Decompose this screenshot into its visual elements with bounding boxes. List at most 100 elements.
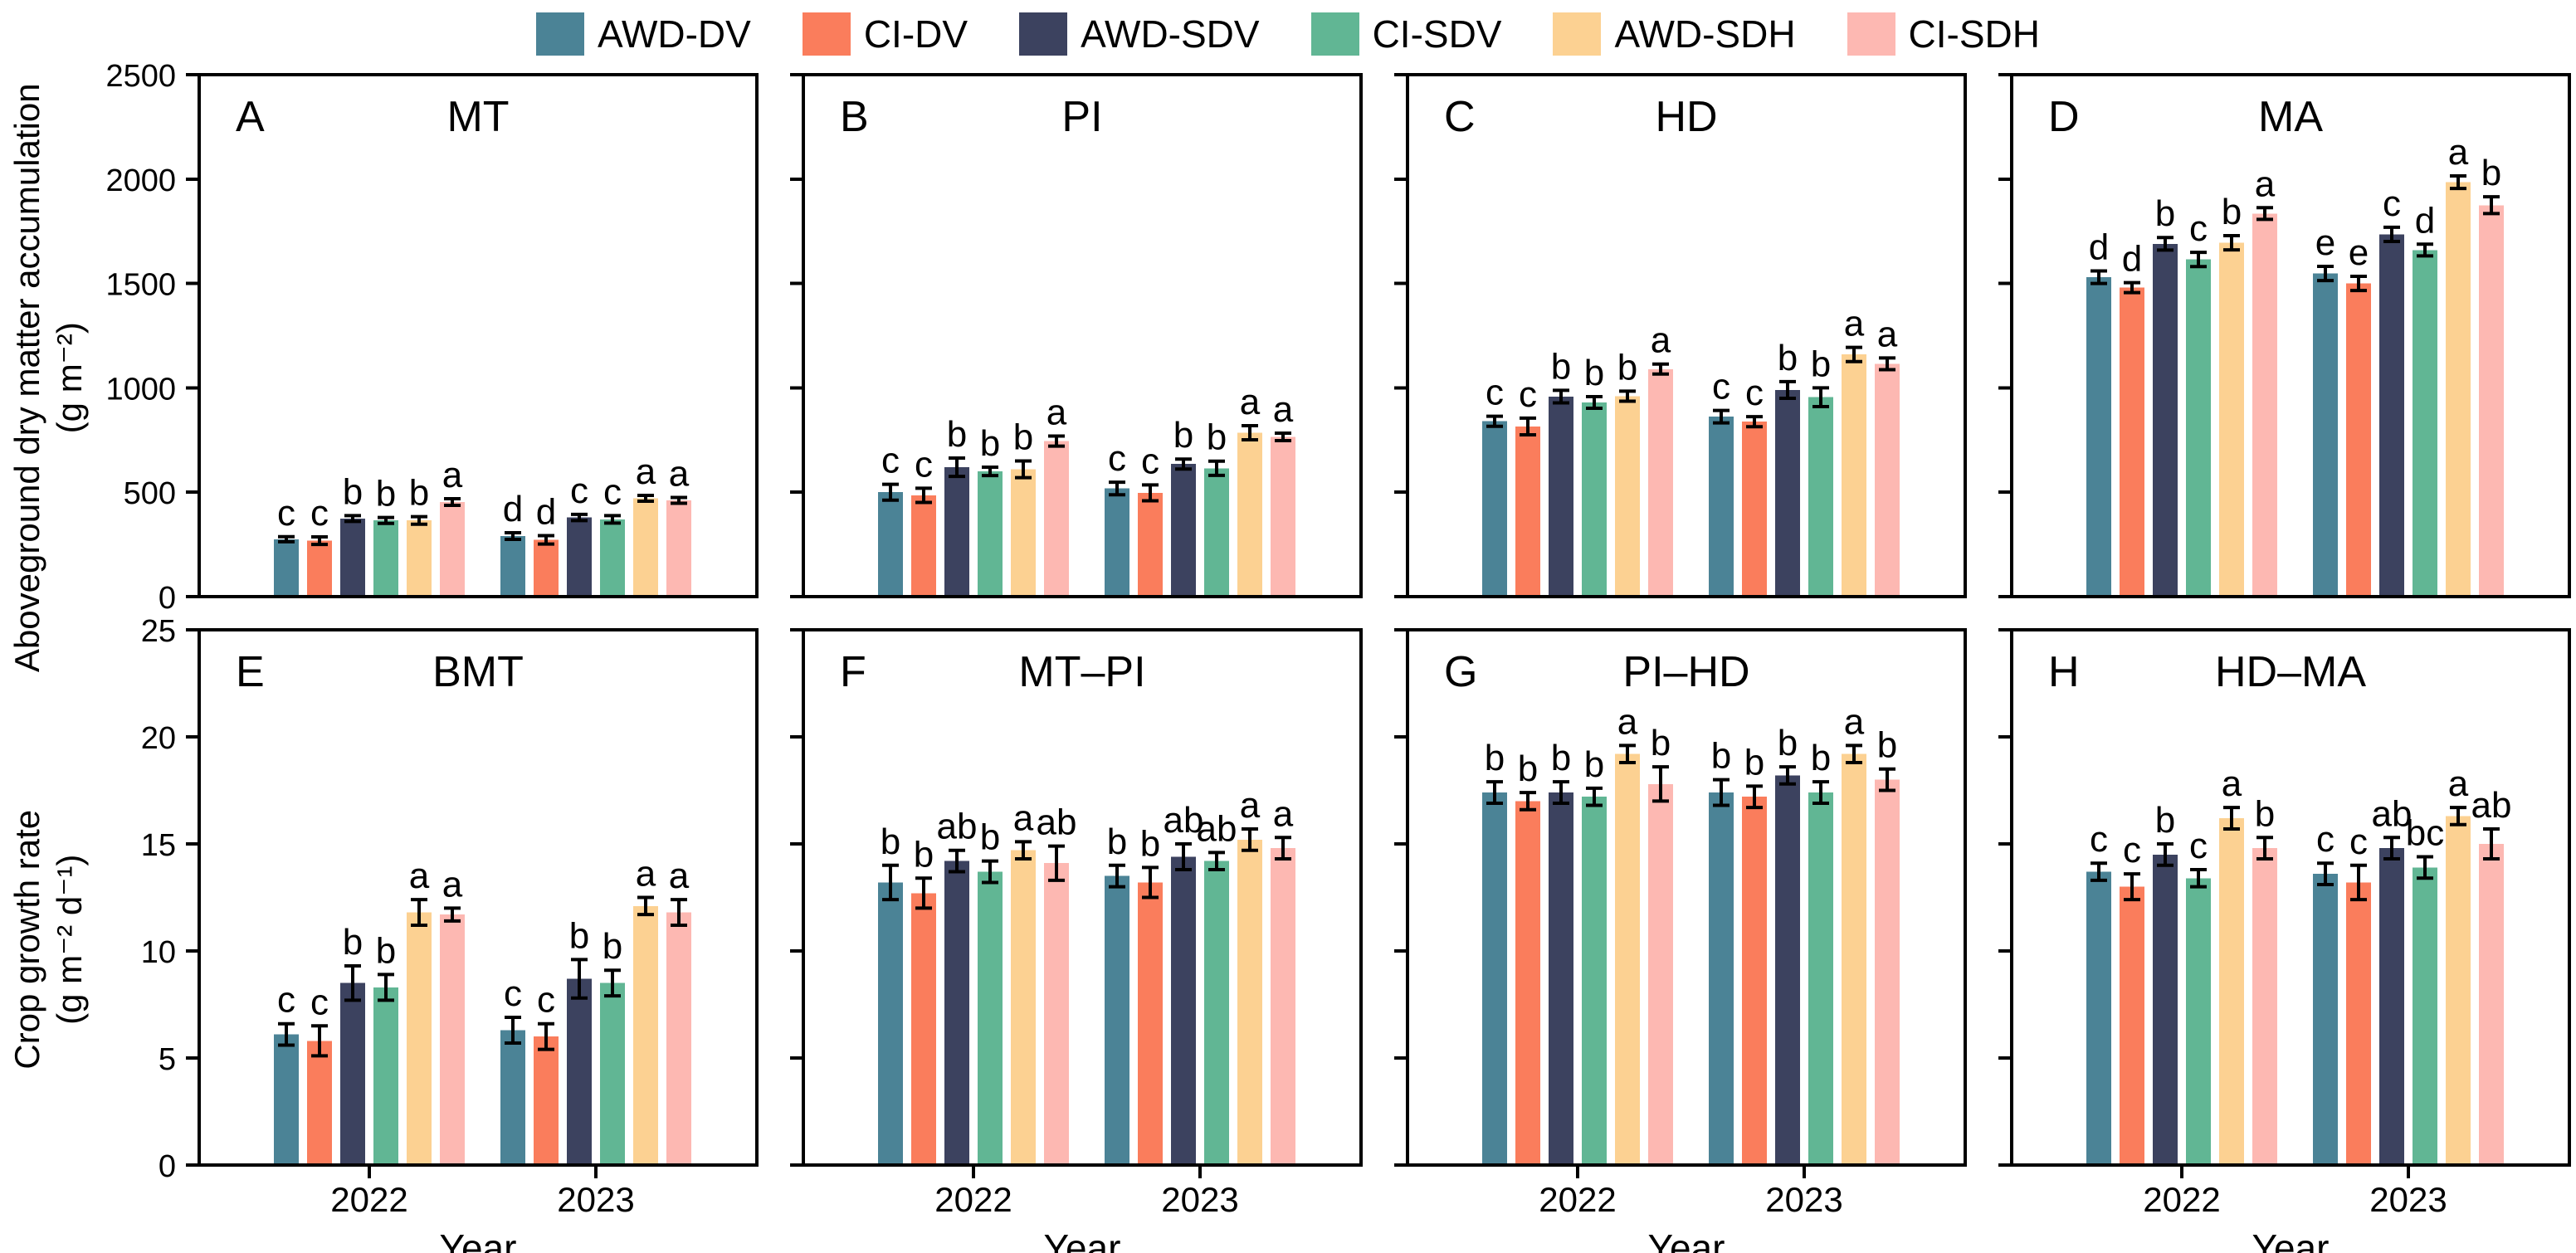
significance-letter: b xyxy=(1207,417,1227,458)
bar-ci-dv-2022 xyxy=(307,540,332,597)
bar-ci-dv-2023 xyxy=(534,539,559,597)
bar-ci-dv-2023 xyxy=(2346,882,2371,1165)
panel-letter: B xyxy=(840,93,869,141)
bar-ci-sdh-2022 xyxy=(1044,863,1069,1165)
bar-awd-sdv-2022 xyxy=(1549,396,1573,597)
significance-letter: b xyxy=(1518,748,1538,789)
legend-item-ci-sdh: CI-SDH xyxy=(1847,12,2040,56)
x-axis-title: Year xyxy=(2252,1226,2330,1253)
bar-awd-sdv-2022 xyxy=(944,467,969,597)
bar-awd-sdv-2023 xyxy=(2379,848,2404,1165)
bar-awd-sdh-2023 xyxy=(1237,432,1262,597)
significance-letter: b xyxy=(1584,353,1604,393)
significance-letter: c xyxy=(915,444,933,485)
bar-ci-sdv-2023 xyxy=(1808,792,1833,1165)
bar-awd-sdv-2022 xyxy=(340,982,365,1165)
bar-awd-sdh-2023 xyxy=(633,498,658,597)
panel-frame xyxy=(198,628,759,1167)
bar-awd-sdh-2022 xyxy=(1011,850,1036,1165)
bar-awd-sdv-2023 xyxy=(1775,775,1800,1165)
bar-awd-sdv-2022 xyxy=(340,518,365,597)
significance-letter: c xyxy=(1486,373,1504,413)
bar-awd-dv-2022 xyxy=(878,492,903,597)
significance-letter: c xyxy=(2316,819,2334,860)
significance-letter: b xyxy=(376,930,396,971)
significance-letter: b xyxy=(1811,344,1831,384)
panel-title: MT–PI xyxy=(1018,648,1145,696)
legend-swatch-icon xyxy=(1553,12,1602,56)
significance-letter: c xyxy=(2383,183,2401,224)
bar-ci-dv-2023 xyxy=(1138,492,1163,597)
x-axis-title: Year xyxy=(1648,1226,1725,1253)
bar-ci-sdh-2022 xyxy=(2252,848,2277,1165)
x-tick-label: 2023 xyxy=(1161,1180,1238,1219)
bar-ci-dv-2022 xyxy=(307,1041,332,1165)
significance-letter: d xyxy=(2089,227,2109,268)
significance-letter: c xyxy=(2189,208,2208,249)
bar-awd-sdv-2023 xyxy=(1171,464,1196,597)
significance-letter: d xyxy=(2415,200,2435,241)
significance-letter: b xyxy=(603,926,622,967)
significance-letter: ab xyxy=(1037,802,1077,843)
bar-awd-sdv-2023 xyxy=(567,978,592,1165)
significance-letter: ab xyxy=(2372,793,2413,834)
bar-awd-sdv-2023 xyxy=(1775,389,1800,597)
legend-item-awd-dv: AWD-DV xyxy=(535,12,751,56)
legend-label: CI-DV xyxy=(863,12,968,56)
bar-ci-sdv-2022 xyxy=(373,987,398,1165)
bar-awd-sdh-2022 xyxy=(1011,469,1036,597)
significance-letter: a xyxy=(1877,314,1898,354)
panel-letter: A xyxy=(236,93,265,141)
legend-swatch-icon xyxy=(1019,12,1068,56)
bar-awd-sdh-2023 xyxy=(633,905,658,1165)
bar-ci-sdv-2023 xyxy=(600,982,625,1165)
significance-letter: c xyxy=(2349,822,2368,862)
significance-letter: a xyxy=(2448,132,2469,173)
bar-awd-sdv-2023 xyxy=(567,517,592,597)
bar-ci-sdv-2023 xyxy=(1204,468,1229,597)
significance-letter: a xyxy=(2448,763,2469,804)
bar-awd-sdh-2023 xyxy=(1842,753,1866,1165)
panel-frame xyxy=(2010,73,2571,598)
significance-letter: b xyxy=(343,922,363,963)
significance-letter: a xyxy=(636,854,656,895)
y-tick-label: 1000 xyxy=(105,372,176,407)
bar-ci-sdv-2022 xyxy=(373,520,398,597)
significance-letter: b xyxy=(1877,725,1897,766)
bar-ci-sdv-2022 xyxy=(978,871,1003,1165)
significance-letter: c xyxy=(2090,819,2108,860)
bar-ci-dv-2022 xyxy=(2120,886,2144,1165)
significance-letter: b xyxy=(569,915,589,956)
significance-letter: a xyxy=(2222,763,2242,804)
bar-awd-sdv-2022 xyxy=(1549,792,1573,1165)
significance-letter: b xyxy=(409,473,429,514)
y-tick-label: 500 xyxy=(124,476,176,511)
significance-letter: b xyxy=(1013,417,1033,457)
x-tick-label: 2022 xyxy=(934,1180,1012,1219)
bar-awd-dv-2022 xyxy=(2086,871,2111,1165)
significance-letter: c xyxy=(1141,441,1159,481)
bar-awd-dv-2023 xyxy=(1709,417,1734,597)
significance-letter: c xyxy=(1745,373,1764,413)
bar-ci-sdv-2023 xyxy=(1808,397,1833,597)
bar-awd-dv-2022 xyxy=(274,539,299,597)
significance-letter: c xyxy=(310,982,329,1022)
significance-letter: b xyxy=(1711,736,1731,777)
panel-title: HD–MA xyxy=(2215,648,2366,696)
significance-letter: ab xyxy=(1164,800,1204,841)
bar-awd-dv-2023 xyxy=(1105,488,1129,597)
y-axis-title-row2: Crop growth rate (g m⁻² d⁻¹) xyxy=(6,566,90,1253)
significance-letter: b xyxy=(2222,192,2242,232)
panel-frame xyxy=(2010,628,2571,1167)
panel-title: PI–HD xyxy=(1622,648,1749,696)
bar-ci-sdh-2023 xyxy=(1271,436,1295,597)
x-tick-label: 2022 xyxy=(330,1180,407,1219)
panel-frame xyxy=(802,73,1363,598)
significance-letter: c xyxy=(881,441,900,481)
significance-letter: b xyxy=(1551,738,1571,778)
y-tick-label: 0 xyxy=(159,1149,176,1184)
legend-swatch-icon xyxy=(1310,12,1359,56)
significance-letter: c xyxy=(2123,830,2141,870)
significance-letter: b xyxy=(1584,744,1604,785)
